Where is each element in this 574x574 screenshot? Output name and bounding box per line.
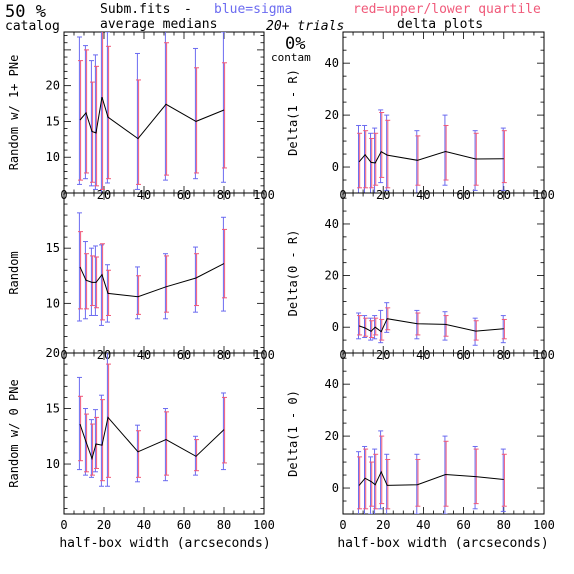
y-tick-label: 40 [325,217,339,231]
x-tick-label: 0 [339,518,346,532]
y-axis-title: Random [7,251,21,294]
dash-label: - [184,2,192,17]
panel-left-bottom: 10 15 20 0 20 40 60 80 100 Random w/ 0 PNe [7,346,275,532]
panel-frame [63,31,265,194]
y-tick-label: 15 [46,114,60,128]
x-tick-label: 80 [497,518,511,532]
catalog-label: catalog [5,19,60,34]
y-tick-label: 10 [46,457,60,471]
y-tick-label: 20 [46,79,60,93]
y-tick-label: 10 [46,296,60,310]
y-axis-title: Delta(0 - R) [286,230,300,317]
average-medians-label: average medians [100,17,217,32]
x-tick-label: 60 [456,518,470,532]
y-axis-title: Random w/ 1+ PNe [7,55,21,171]
contam-label: contam [271,51,311,64]
x-tick-label: 0 [60,518,67,532]
median-line [79,263,225,298]
contam-percent-label: 0% [285,34,305,54]
median-line [79,416,225,461]
y-tick-label: 20 [325,429,339,443]
y-tick-label: 20 [325,108,339,122]
quartile-legend: red=upper/lower quartile [353,2,541,17]
delta-plots-label: delta plots [397,17,483,32]
percent-label: 50 % [5,2,46,22]
data-layer [356,109,507,193]
y-tick-label: 0 [332,320,339,334]
sigma-legend: blue=sigma [214,2,292,17]
x-tick-label: 60 [177,518,191,532]
trials-label: 20+ trials [266,19,344,34]
median-line [358,318,504,333]
y-tick-label: 10 [46,150,60,164]
x-axis-title-right: half-box width (arcseconds) [337,536,548,551]
y-axis-title: Delta(1 - R) [286,69,300,156]
data-layer [77,32,227,193]
x-tick-label: 80 [217,518,231,532]
y-tick-label: 15 [46,402,60,416]
y-tick-label: 40 [325,56,339,70]
panel-frame [63,192,265,354]
subm-label: Subm.fits [100,2,170,17]
median-line [79,96,225,140]
y-tick-label: 15 [46,241,60,255]
data-layer [356,430,507,514]
x-tick-label: 20 [376,518,390,532]
median-line [358,470,504,486]
y-tick-label: 20 [325,269,339,283]
y-tick-label: 0 [332,481,339,495]
panel-frame [342,31,545,194]
x-tick-label: 100 [533,518,555,532]
y-tick-label: 0 [332,160,339,174]
y-axis-title: Random w/ 0 PNe [7,379,21,487]
data-layer [77,353,227,487]
x-axis-title-left: half-box width (arcseconds) [59,536,270,551]
x-tick-label: 100 [253,518,275,532]
x-tick-label: 40 [416,518,430,532]
x-tick-label: 20 [97,518,111,532]
panel-frame [342,352,545,515]
y-tick-label: 20 [46,346,60,360]
x-tick-label: 40 [137,518,151,532]
panel-right-bottom: 0 20 40 0 20 40 60 80 100 Delta(1 - 0) [286,352,555,532]
y-axis-title: Delta(1 - 0) [286,390,300,477]
data-layer [77,212,227,326]
data-layer [356,302,507,346]
y-tick-label: 40 [325,377,339,391]
panel-frame [63,352,265,515]
median-line [358,150,504,164]
